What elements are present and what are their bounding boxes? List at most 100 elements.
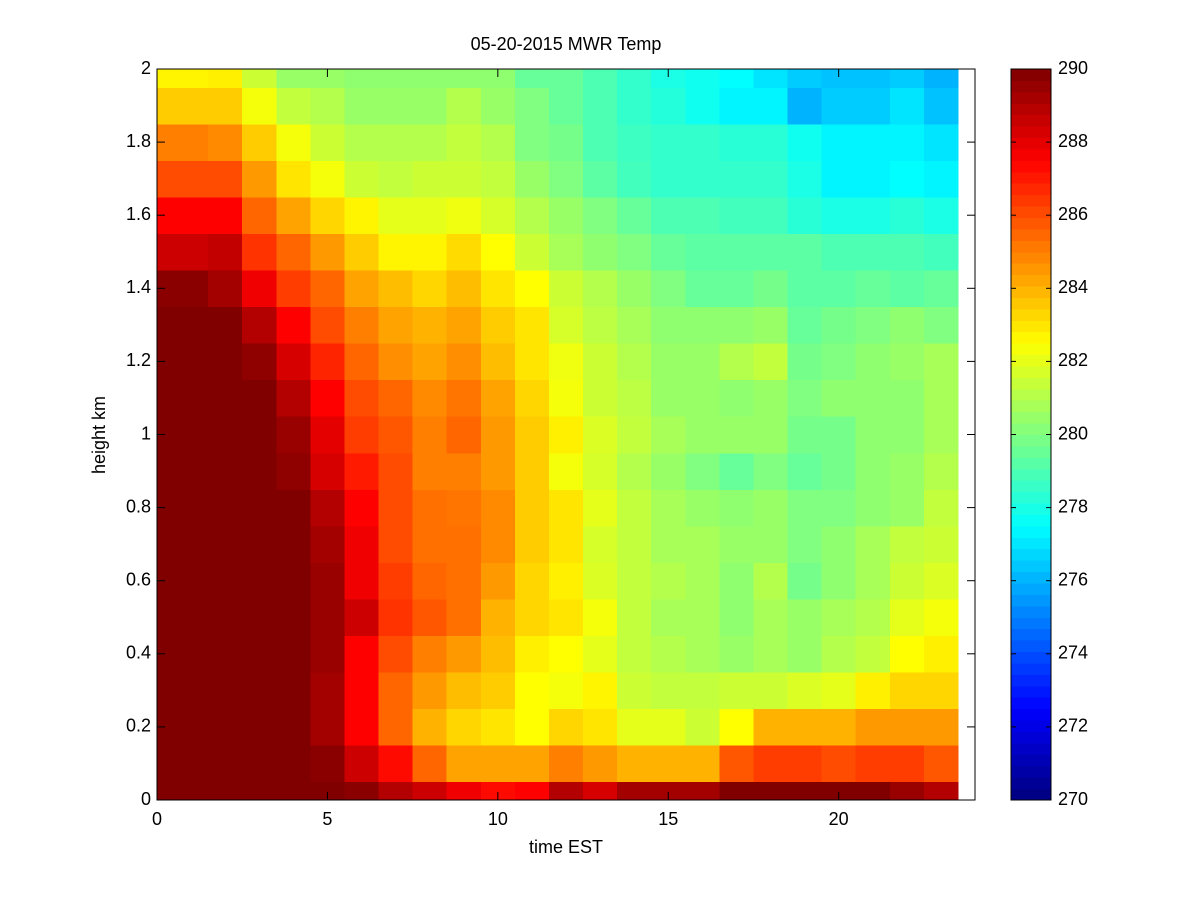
heatmap-cell	[617, 87, 652, 125]
heatmap-cell	[548, 562, 584, 600]
heatmap-cell	[685, 343, 720, 381]
heatmap-cell	[855, 672, 891, 710]
heatmap-cell	[412, 233, 448, 271]
heatmap-cell	[787, 123, 823, 161]
colorbar-swatch	[1011, 251, 1051, 264]
heatmap-cell	[378, 745, 414, 783]
heatmap-cell	[889, 745, 925, 783]
heatmap-cell	[821, 598, 857, 637]
heatmap-cell	[480, 635, 516, 673]
heatmap-cell	[923, 123, 959, 161]
heatmap-cell	[242, 196, 277, 234]
colorbar-swatch	[1011, 80, 1051, 93]
heatmap-cell	[617, 123, 652, 161]
heatmap-cell	[617, 452, 652, 490]
colorbar-tick-label: 282	[1058, 350, 1088, 370]
heatmap-cell	[378, 781, 414, 801]
heatmap-cell	[617, 672, 652, 710]
heatmap-cell	[378, 598, 414, 637]
heatmap-cell	[157, 452, 209, 490]
heatmap-cell	[378, 562, 414, 600]
heatmap-cell	[583, 196, 618, 234]
colorbar-tick-label: 272	[1058, 716, 1088, 736]
y-tick-label: 0.4	[126, 643, 151, 663]
colorbar-swatch	[1011, 103, 1051, 116]
heatmap-cell	[208, 525, 243, 563]
heatmap-cell	[378, 708, 414, 746]
heatmap-cell	[480, 452, 516, 490]
heatmap-cell	[514, 87, 550, 125]
heatmap-cell	[412, 160, 448, 198]
y-tick-label: 0.8	[126, 496, 151, 516]
heatmap-cell	[923, 87, 959, 125]
heatmap-cell	[548, 196, 584, 234]
heatmap-cell	[787, 196, 823, 234]
heatmap-cell	[753, 452, 789, 490]
heatmap-cell	[617, 306, 652, 344]
heatmap-cell	[310, 416, 345, 454]
colorbar-swatch	[1011, 183, 1051, 196]
heatmap-cell	[548, 525, 584, 563]
heatmap-cell	[685, 123, 720, 161]
heatmap-cell	[242, 562, 277, 600]
heatmap-cell	[617, 69, 652, 88]
heatmap-cell	[514, 672, 550, 710]
heatmap-cell	[753, 489, 789, 527]
heatmap-cell	[446, 306, 482, 344]
colorbar-swatch	[1011, 263, 1051, 276]
heatmap-cell	[855, 160, 891, 198]
heatmap-cell	[276, 123, 311, 161]
heatmap-cell	[583, 525, 618, 563]
colorbar-tick-label: 280	[1058, 423, 1088, 443]
heatmap-cell	[787, 452, 823, 490]
heatmap-cell	[583, 745, 618, 783]
heatmap-cell	[685, 69, 720, 88]
heatmap-cell	[344, 196, 380, 234]
heatmap-cell	[242, 781, 277, 801]
heatmap-cell	[617, 562, 652, 600]
colorbar-swatch	[1011, 411, 1051, 424]
heatmap-cell	[821, 452, 857, 490]
heatmap-cell	[157, 562, 209, 600]
heatmap-cell	[157, 343, 209, 381]
heatmap-cell	[157, 160, 209, 198]
heatmap-cell	[923, 708, 959, 746]
heatmap-cell	[753, 562, 789, 600]
heatmap-cell	[753, 672, 789, 710]
heatmap-cell	[923, 781, 959, 801]
heatmap-cell	[276, 379, 311, 417]
heatmap-cell	[855, 708, 891, 746]
heatmap-cell	[889, 306, 925, 344]
heatmap-cell	[685, 672, 720, 710]
colorbar-swatch	[1011, 445, 1051, 458]
y-tick-label: 1.2	[126, 350, 151, 370]
heatmap-cell	[548, 745, 584, 783]
heatmap-cell	[548, 379, 584, 417]
heatmap-cell	[889, 416, 925, 454]
heatmap-cell	[651, 69, 686, 88]
colorbar-swatch	[1011, 560, 1051, 573]
heatmap-cell	[583, 233, 618, 271]
heatmap-cell	[276, 160, 311, 198]
heatmap-cell	[923, 233, 959, 271]
heatmap-cell	[787, 489, 823, 527]
heatmap-cell	[685, 452, 720, 490]
heatmap-cell	[344, 598, 380, 637]
heatmap-cell	[548, 270, 584, 308]
heatmap-cell	[821, 489, 857, 527]
heatmap-cell	[276, 69, 311, 88]
heatmap-cell	[208, 708, 243, 746]
heatmap-cell	[583, 123, 618, 161]
heatmap-cell	[923, 672, 959, 710]
heatmap-cell	[344, 233, 380, 271]
heatmap-cell	[855, 233, 891, 271]
colorbar-tick-label: 270	[1058, 789, 1088, 809]
heatmap-cell	[514, 343, 550, 381]
heatmap-cell	[583, 781, 618, 801]
heatmap-cell	[242, 708, 277, 746]
heatmap-cell	[583, 562, 618, 600]
heatmap-cell	[344, 160, 380, 198]
heatmap-cell	[923, 343, 959, 381]
y-tick-label: 1.8	[126, 131, 151, 151]
heatmap-cell	[548, 489, 584, 527]
